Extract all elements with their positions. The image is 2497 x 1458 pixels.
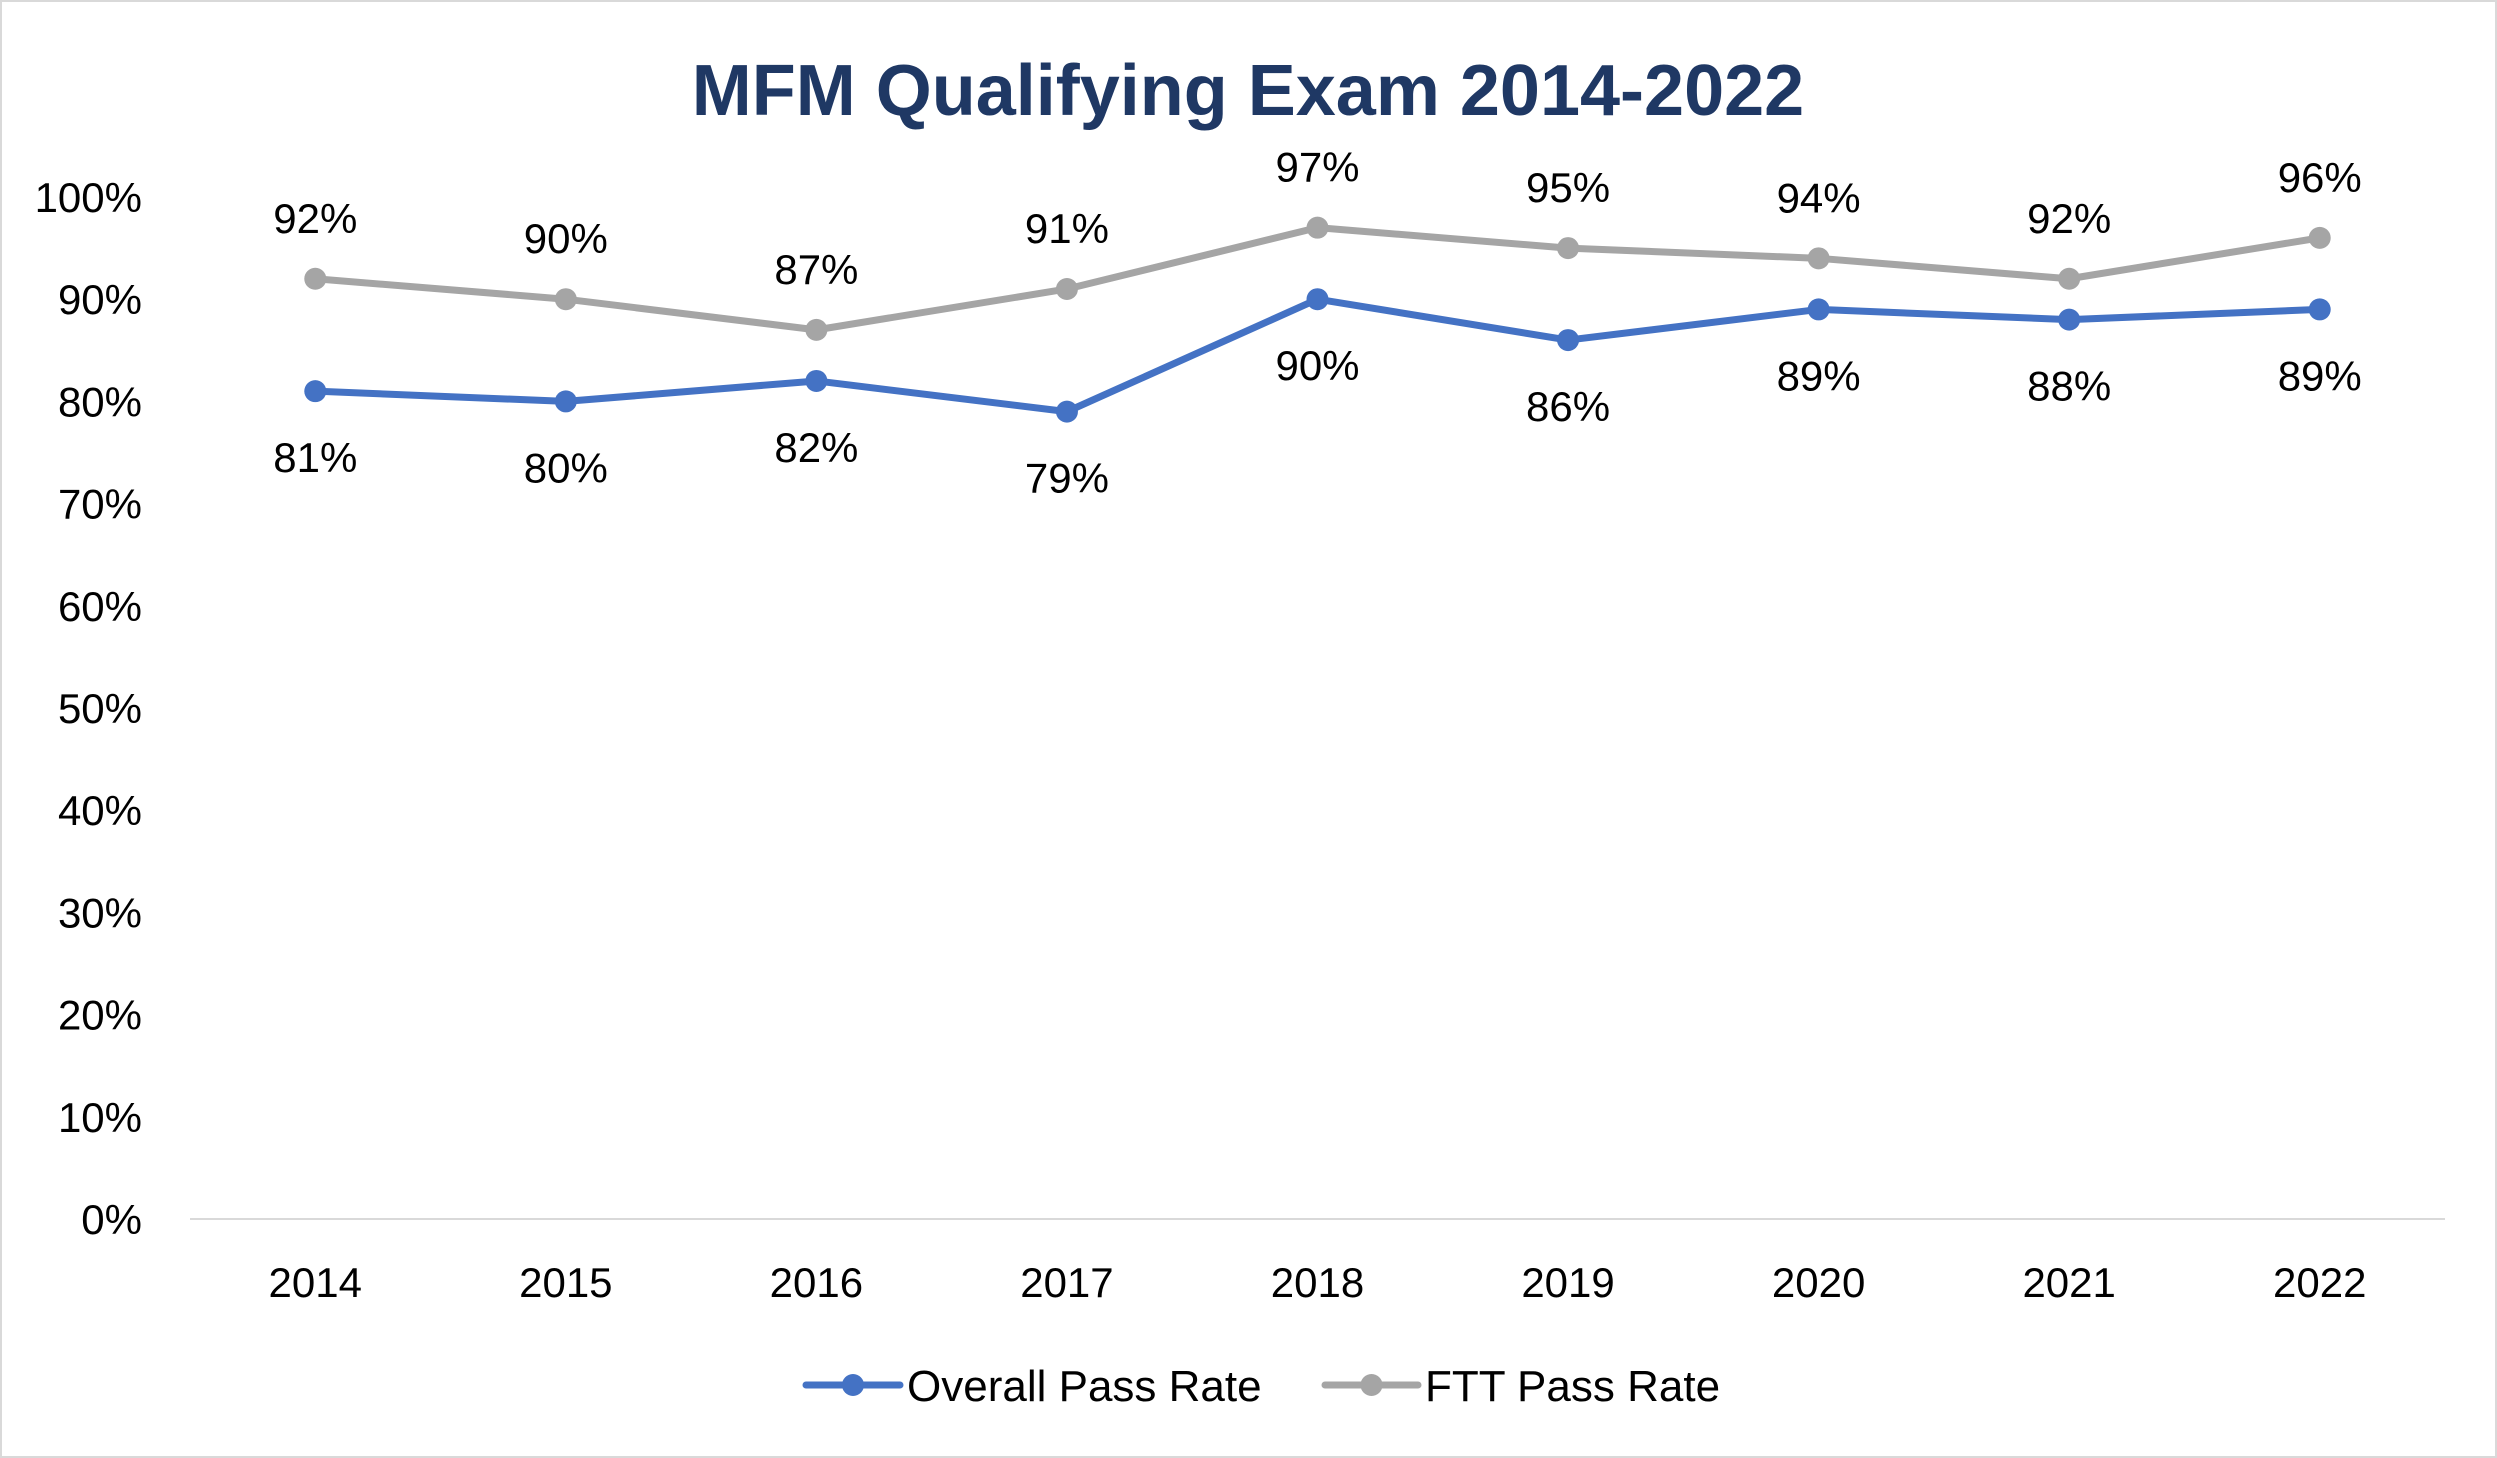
chart-title: MFM Qualifying Exam 2014-2022 [692,51,1804,131]
data-label: 91% [1025,205,1109,252]
series-point [2308,226,2331,249]
y-tick-label: 50% [58,685,142,732]
series-point [1807,298,1830,321]
data-label: 81% [273,434,357,481]
y-tick-label: 30% [58,889,142,936]
series-point [805,318,828,341]
data-label: 90% [524,215,608,262]
data-label: 97% [1275,144,1359,191]
y-tick-label: 100% [35,174,142,221]
y-tick-label: 60% [58,583,142,630]
data-label: 96% [2278,154,2362,201]
x-tick-label: 2020 [1772,1259,1865,1306]
series-point [1557,329,1580,352]
legend-item: Overall Pass Rate [802,1362,1262,1411]
x-tick-label: 2014 [269,1259,362,1306]
series-point [554,288,577,311]
series-point [304,267,327,290]
series-point [1557,237,1580,260]
series-point [2058,308,2081,331]
legend: Overall Pass Rate FTT Pass Rate [802,1362,1720,1411]
x-tick-label: 2016 [770,1259,863,1306]
y-tick-label: 10% [58,1094,142,1141]
x-tick-label: 2018 [1271,1259,1364,1306]
series-point [1306,216,1329,239]
series-point [1306,288,1329,311]
y-tick-label: 80% [58,378,142,425]
x-axis: 2014 2015 2016 2017 2018 2019 2020 2021 2022 [269,1259,2367,1306]
x-tick-label: 2015 [519,1259,612,1306]
data-label: 80% [524,444,608,491]
y-tick-label: 90% [58,276,142,323]
y-tick-label: 70% [58,481,142,528]
y-axis: 0% 10% 20% 30% 40% 50% 60% 70% 80% 90% 100% [35,174,142,1243]
data-label: 79% [1025,455,1109,502]
data-label: 86% [1526,383,1610,430]
legend-marker [1360,1374,1383,1396]
data-label: 90% [1275,342,1359,389]
data-label: 95% [1526,164,1610,211]
series-point [2058,267,2081,290]
data-label: 87% [774,246,858,293]
plot-series [304,216,2331,423]
y-tick-label: 20% [58,992,142,1039]
data-label: 82% [774,424,858,471]
data-label: 88% [2027,363,2111,410]
data-label: 92% [2027,195,2111,242]
x-tick-label: 2019 [1521,1259,1614,1306]
series-point [304,380,327,403]
legend-marker [842,1374,864,1396]
x-tick-label: 2022 [2273,1259,2366,1306]
y-tick-label: 0% [81,1196,142,1243]
x-tick-label: 2021 [2022,1259,2115,1306]
data-label: 94% [1777,174,1861,221]
series-point [2308,298,2331,321]
series-point [805,369,828,392]
legend-label: Overall Pass Rate [907,1362,1262,1411]
data-labels: 81% 80% 82% 79% 90% 86% 89% 88% 89% 92% 90% 87% 91% 9… [273,144,2362,502]
y-tick-label: 40% [58,787,142,834]
series-point [1807,247,1830,270]
series-point [554,390,577,413]
data-label: 89% [1777,352,1861,399]
data-label: 89% [2278,352,2362,399]
data-label: 92% [273,195,357,242]
series-point [1055,277,1078,300]
legend-label: FTT Pass Rate [1425,1362,1720,1411]
x-tick-label: 2017 [1020,1259,1113,1306]
legend-item: FTT Pass Rate [1321,1362,1720,1411]
series-point [1055,400,1078,423]
